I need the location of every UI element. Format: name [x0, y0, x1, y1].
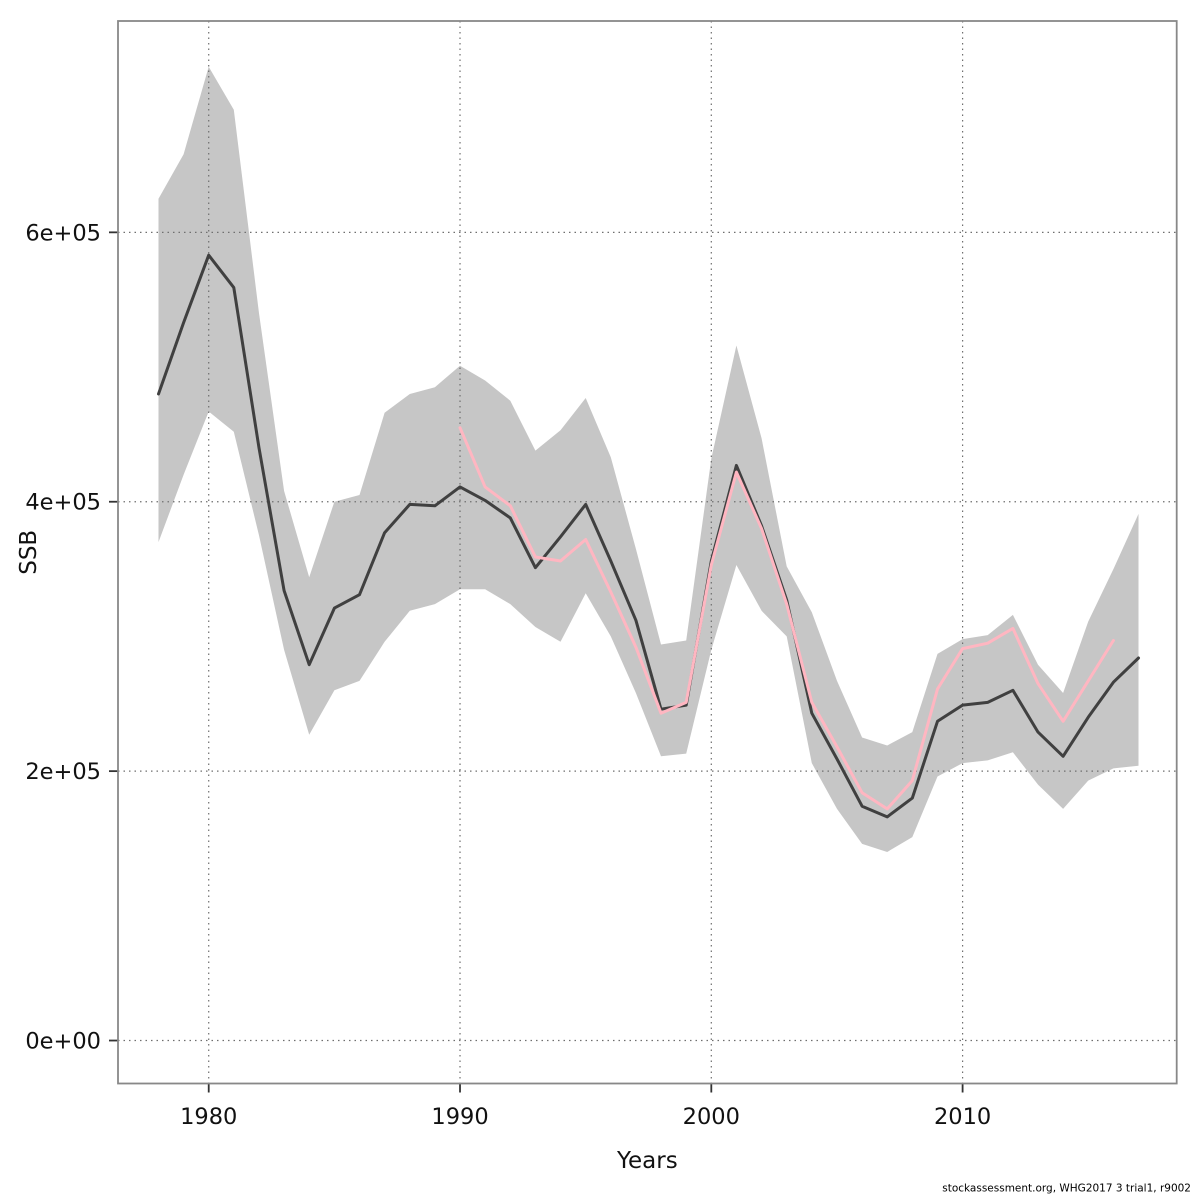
- y-tick-label: 0e+00: [25, 1029, 101, 1055]
- x-tick-label: 1990: [431, 1104, 488, 1130]
- plot-frame: [117, 20, 1178, 1085]
- y-tick-label: 4e+05: [25, 490, 101, 516]
- x-tick-label: 2010: [934, 1104, 991, 1130]
- x-tick-label: 1980: [180, 1104, 237, 1130]
- footer-text: stockassessment.org, WHG2017 3 trial1, r…: [942, 1183, 1191, 1195]
- x-axis: 1980 1990 2000 2010: [180, 1083, 991, 1130]
- y-axis-title: SSB: [16, 530, 42, 575]
- confidence-band: [158, 66, 1139, 852]
- x-axis-title: Years: [616, 1148, 678, 1174]
- y-axis: 0e+00 2e+05 4e+05 6e+05: [25, 220, 118, 1055]
- retro-line: [458, 426, 1115, 811]
- y-tick-label: 6e+05: [25, 220, 101, 246]
- gridlines: [118, 21, 1177, 1084]
- ssb-mean-line: [157, 253, 1140, 819]
- x-tick-label: 2000: [683, 1104, 740, 1130]
- y-tick-label: 2e+05: [25, 759, 101, 785]
